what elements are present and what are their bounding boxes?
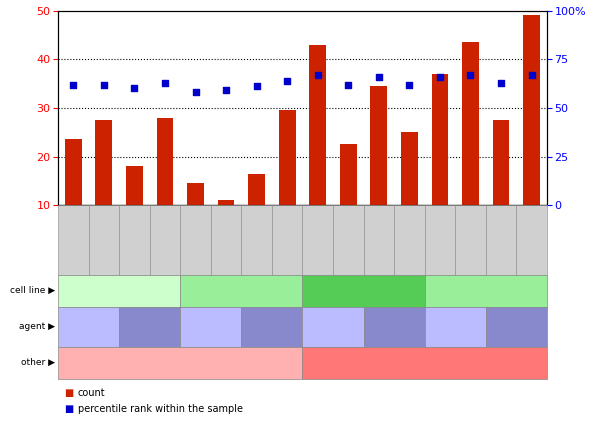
- Bar: [156, 118, 174, 205]
- Text: control: control: [379, 322, 409, 331]
- Text: ■: ■: [64, 387, 73, 398]
- Text: control: control: [502, 322, 531, 331]
- Text: sotrastaurin
n: sotrastaurin n: [185, 318, 236, 336]
- Text: cell line ▶: cell line ▶: [10, 286, 55, 295]
- Point: [343, 81, 353, 88]
- Text: sotrastaurin
n: sotrastaurin n: [63, 318, 114, 336]
- Point: [221, 87, 231, 94]
- Text: sotrastaurin
n: sotrastaurin n: [307, 318, 359, 336]
- Text: control: control: [135, 322, 164, 331]
- Bar: [340, 144, 357, 205]
- Text: control: control: [257, 322, 287, 331]
- Text: Z138: Z138: [351, 286, 376, 296]
- Point: [99, 81, 109, 88]
- Text: other ▶: other ▶: [21, 358, 55, 367]
- Point: [466, 71, 475, 78]
- Bar: [187, 183, 204, 205]
- Point: [404, 81, 414, 88]
- Text: sotrastaurin-insensitive: sotrastaurin-insensitive: [367, 358, 482, 368]
- Point: [313, 71, 323, 78]
- Point: [435, 73, 445, 80]
- Bar: [279, 110, 296, 205]
- Bar: [523, 16, 540, 205]
- Bar: [401, 132, 418, 205]
- Point: [160, 79, 170, 86]
- Text: Mino: Mino: [230, 286, 253, 296]
- Bar: [492, 120, 510, 205]
- Point: [252, 83, 262, 90]
- Bar: [462, 42, 479, 205]
- Text: sotrastaurin: sotrastaurin: [430, 322, 481, 331]
- Bar: [309, 45, 326, 205]
- Point: [191, 89, 200, 96]
- Text: Jeko-1: Jeko-1: [104, 286, 134, 296]
- Point: [374, 73, 384, 80]
- Text: count: count: [78, 387, 105, 398]
- Bar: [431, 74, 448, 205]
- Text: Maver-1: Maver-1: [466, 286, 505, 296]
- Bar: [218, 201, 235, 205]
- Point: [527, 71, 536, 78]
- Text: agent ▶: agent ▶: [19, 322, 55, 331]
- Point: [496, 79, 506, 86]
- Point: [130, 85, 139, 92]
- Point: [68, 81, 78, 88]
- Bar: [126, 166, 143, 205]
- Text: percentile rank within the sample: percentile rank within the sample: [78, 404, 243, 414]
- Bar: [370, 86, 387, 205]
- Bar: [95, 120, 112, 205]
- Point: [282, 77, 292, 84]
- Text: ■: ■: [64, 404, 73, 414]
- Bar: [248, 173, 265, 205]
- Text: sotrastaurin-sensitive: sotrastaurin-sensitive: [127, 358, 233, 368]
- Bar: [65, 140, 82, 205]
